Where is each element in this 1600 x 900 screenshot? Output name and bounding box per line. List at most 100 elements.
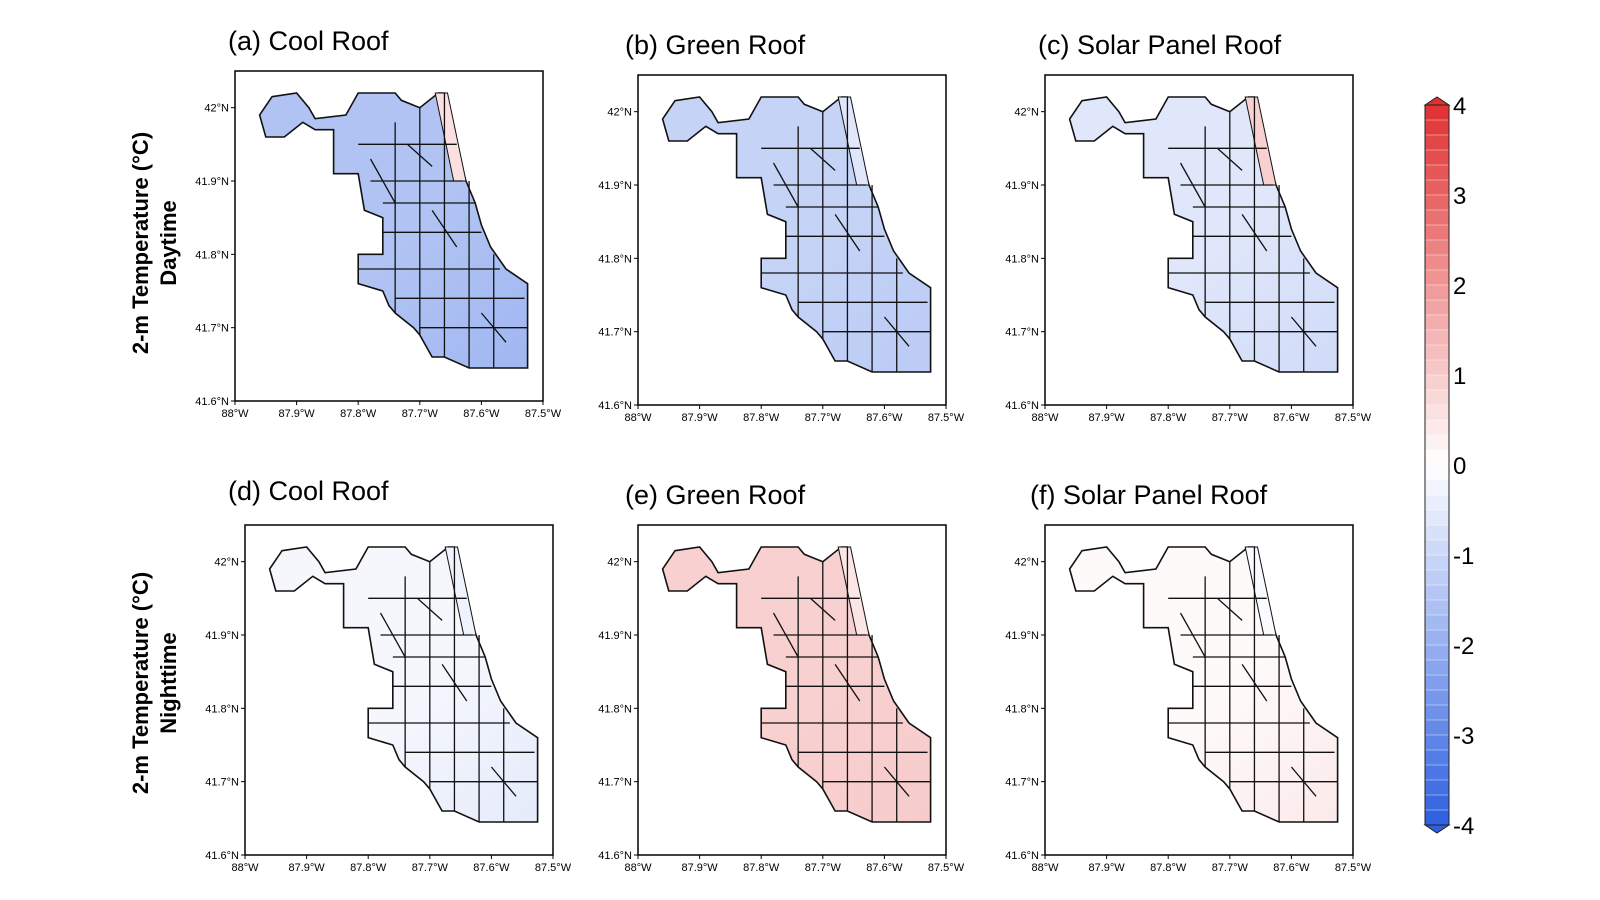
x-tick-label: 87.5°W xyxy=(535,862,572,874)
colorbar-segment xyxy=(1424,704,1450,721)
colorbar-segment xyxy=(1424,629,1450,646)
boundary-line xyxy=(417,597,443,621)
x-tick-label: 87.6°W xyxy=(473,862,510,874)
map-panel-f: 42°N 41.9°N 41.8°N 41.7°N 41.6°N88°W 87.9°W 87… xyxy=(1005,524,1372,874)
boundary-line xyxy=(1217,597,1243,621)
x-tick-label: 87.9°W xyxy=(1088,412,1125,424)
colorbar-segment xyxy=(1424,554,1450,571)
x-tick-label: 88°W xyxy=(1031,412,1059,424)
colorbar-segment xyxy=(1424,179,1450,196)
y-tick-label: 41.7°N xyxy=(205,777,239,789)
y-tick-label: 41.8°N xyxy=(598,703,632,715)
y-tick-label: 41.8°N xyxy=(1005,703,1039,715)
map-panel-d: 42°N 41.9°N 41.8°N 41.7°N 41.6°N88°W 87.9°W 87… xyxy=(205,524,572,874)
x-tick-label: 87.5°W xyxy=(525,408,562,420)
colorbar-tick-label: -4 xyxy=(1453,813,1474,840)
y-tick-label: 41.9°N xyxy=(205,630,239,642)
x-tick-label: 87.6°W xyxy=(1273,412,1310,424)
boundary-line xyxy=(407,143,433,167)
boundary-line xyxy=(379,612,406,658)
city-region xyxy=(1068,546,1339,823)
y-tick-label: 41.6°N xyxy=(1005,400,1039,412)
x-tick-label: 87.9°W xyxy=(278,408,315,420)
boundary-line xyxy=(1217,147,1243,171)
lakefront-region xyxy=(837,546,870,636)
x-tick-label: 87.9°W xyxy=(1088,862,1125,874)
map-panel-e: 42°N 41.9°N 41.8°N 41.7°N 41.6°N88°W 87.9°W 87… xyxy=(598,524,965,874)
panel-title-b: (b) Green Roof xyxy=(625,30,806,60)
y-tick-label: 41.9°N xyxy=(195,176,229,188)
x-tick-label: 88°W xyxy=(1031,862,1059,874)
lakefront-region xyxy=(444,546,477,636)
city-region xyxy=(661,546,932,823)
colorbar-segment xyxy=(1424,149,1450,166)
y-tick-label: 41.9°N xyxy=(598,630,632,642)
y-tick-label: 42°N xyxy=(204,103,229,115)
colorbar-segment xyxy=(1424,569,1450,586)
x-tick-label: 87.8°W xyxy=(1150,412,1187,424)
y-tick-label: 41.9°N xyxy=(1005,180,1039,192)
colorbar-tick-label: -3 xyxy=(1453,723,1474,750)
x-tick-label: 88°W xyxy=(231,862,259,874)
x-tick-label: 87.7°W xyxy=(805,862,842,874)
colorbar-tick-label: -2 xyxy=(1453,633,1474,660)
x-tick-label: 87.6°W xyxy=(1273,862,1310,874)
boundary-line xyxy=(480,312,507,343)
city-region xyxy=(661,96,932,373)
colorbar-segment xyxy=(1424,299,1450,316)
colorbar-tick-label: -1 xyxy=(1453,543,1474,570)
colorbar-segment xyxy=(1424,329,1450,346)
y-tick-label: 41.8°N xyxy=(205,703,239,715)
x-tick-label: 87.8°W xyxy=(1150,862,1187,874)
row-label-line: 2-m Temperature (°C) xyxy=(128,571,153,795)
colorbar-segment xyxy=(1424,599,1450,616)
colorbar-segment xyxy=(1424,494,1450,511)
x-tick-label: 87.9°W xyxy=(681,412,718,424)
boundary-line xyxy=(441,663,468,702)
colorbar-segment xyxy=(1424,719,1450,736)
city-region xyxy=(268,546,539,823)
boundary-line xyxy=(772,612,799,658)
row-label-line: 2-m Temperature (°C) xyxy=(128,131,153,355)
lakefront-region xyxy=(434,92,467,182)
map-panel-a: 42°N 41.9°N 41.8°N 41.7°N 41.6°N88°W 87.9°W 87… xyxy=(195,70,562,420)
colorbar-segment xyxy=(1424,359,1450,376)
boundary-line xyxy=(490,766,517,797)
x-tick-label: 87.8°W xyxy=(350,862,387,874)
x-tick-label: 87.8°W xyxy=(743,412,780,424)
colorbar-segment xyxy=(1424,794,1450,811)
colorbar-segment xyxy=(1424,509,1450,526)
colorbar-tick-label: 2 xyxy=(1453,273,1466,300)
x-tick-label: 87.7°W xyxy=(412,862,449,874)
x-tick-label: 87.5°W xyxy=(1335,412,1372,424)
y-tick-label: 41.6°N xyxy=(1005,850,1039,862)
colorbar-segment xyxy=(1424,464,1450,481)
panel-title-a: (a) Cool Roof xyxy=(228,26,389,56)
y-tick-label: 41.7°N xyxy=(598,327,632,339)
x-tick-label: 88°W xyxy=(221,408,249,420)
boundary-line xyxy=(369,158,396,204)
lakefront-region xyxy=(1244,96,1277,186)
x-tick-label: 87.7°W xyxy=(402,408,439,420)
x-tick-label: 87.5°W xyxy=(1335,862,1372,874)
colorbar-segment xyxy=(1424,584,1450,601)
colorbar-segment xyxy=(1424,434,1450,451)
x-tick-label: 87.6°W xyxy=(463,408,500,420)
y-tick-label: 42°N xyxy=(1014,107,1039,119)
y-tick-label: 41.9°N xyxy=(598,180,632,192)
colorbar-segment xyxy=(1424,239,1450,256)
colorbar-segment xyxy=(1424,389,1450,406)
colorbar-segment xyxy=(1424,344,1450,361)
colorbar-segment xyxy=(1424,674,1450,691)
boundary-line xyxy=(834,663,861,702)
colorbar-segment xyxy=(1424,134,1450,151)
row-label-nighttime: 2-m Temperature (°C) Nighttime xyxy=(127,523,183,843)
boundary-line xyxy=(431,209,458,248)
y-tick-label: 41.7°N xyxy=(1005,327,1039,339)
colorbar-segment xyxy=(1424,164,1450,181)
y-tick-label: 41.8°N xyxy=(195,249,229,261)
y-tick-label: 41.7°N xyxy=(1005,777,1039,789)
colorbar-segment xyxy=(1424,284,1450,301)
x-tick-label: 87.8°W xyxy=(743,862,780,874)
row-label-daytime: 2-m Temperature (°C) Daytime xyxy=(127,83,183,403)
